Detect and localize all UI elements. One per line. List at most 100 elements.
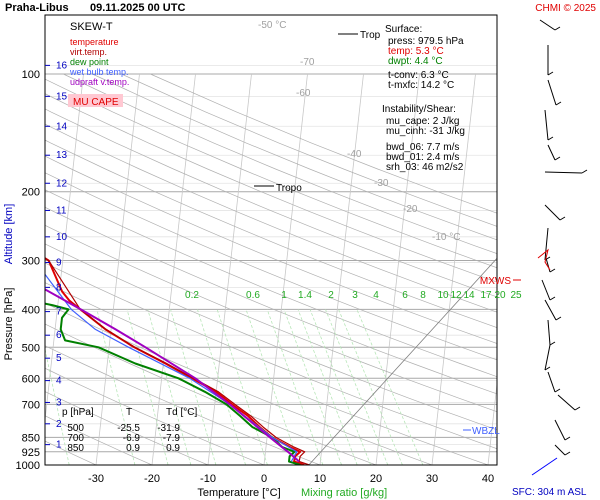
wind-barb-icon <box>554 419 566 441</box>
pressure-tick-label: 200 <box>22 187 40 199</box>
temperature-tick-label: -30 <box>88 473 104 485</box>
sfc-label: SFC: 304 m ASL <box>512 487 587 498</box>
wind-barb-feather <box>549 296 556 301</box>
instability-info-line: srh_03: 46 m2/s2 <box>386 162 464 173</box>
wind-barb-icon <box>544 171 583 174</box>
wind-barb-feather <box>559 216 566 221</box>
dry-adiabat-line <box>45 189 497 378</box>
pressure-tick-label: 300 <box>22 256 40 268</box>
isotherm-label: -70 <box>300 57 315 68</box>
legend-item-label: udpraft v.temp. <box>70 77 129 87</box>
wind-barb-feather <box>564 436 571 441</box>
surface-info-line: dwpt: 4.4 °C <box>388 56 443 67</box>
altitude-tick-label: 6 <box>56 330 62 341</box>
dry-adiabat-line <box>45 93 497 283</box>
wind-barb-feather <box>574 406 581 411</box>
dry-adiabat-line <box>45 78 497 269</box>
tropo-label: Tropo <box>276 183 302 194</box>
mixing-ratio-label: 17 <box>480 290 492 301</box>
altitude-tick-label: 14 <box>56 121 68 132</box>
pressure-tick-label: 700 <box>22 399 40 411</box>
isotherm-line <box>151 73 196 465</box>
datetime-title: 09.11.2025 00 UTC <box>90 2 185 14</box>
mixing-ratio-line <box>325 309 389 465</box>
altitude-tick-label: 16 <box>56 60 68 71</box>
temperature-tick-label: 0 <box>261 473 267 485</box>
wind-barb-icon <box>544 299 557 321</box>
wind-barb-icon <box>544 204 561 221</box>
mixing-ratio-label: 12 <box>450 290 462 301</box>
wind-barb-feather <box>554 156 561 161</box>
isotherm-line <box>263 73 308 465</box>
altitude-tick-label: 4 <box>56 376 62 387</box>
dry-adiabat-line <box>45 367 265 465</box>
surface-title: Surface: <box>385 24 422 35</box>
series-dew-point-line <box>45 302 301 465</box>
dry-adiabat-line <box>45 323 377 465</box>
isotherm-label: -40 <box>347 149 362 160</box>
altitude-tick-label: 15 <box>56 91 68 102</box>
credit: CHMI © 2025 <box>535 3 596 14</box>
mixing-ratio-label: 1.4 <box>298 290 312 301</box>
wind-barb-icon <box>541 279 551 301</box>
dry-adiabat-line <box>45 224 497 413</box>
wind-barb-icon <box>544 109 549 141</box>
series-udpraft-v-temp--line <box>45 288 300 463</box>
surface-info-line: t-mxfc: 14.2 °C <box>388 80 454 91</box>
mixing-ratio-line <box>245 309 300 465</box>
dry-adiabat-line <box>45 172 497 361</box>
grid-lines <box>45 64 497 465</box>
table-cell: 700 <box>67 433 84 444</box>
mixing-ratio-line <box>147 309 192 465</box>
wind-barb-icon <box>547 144 556 161</box>
instability-info-line: mu_cinh: -31 J/kg <box>386 126 465 137</box>
mu-cape-label: MU CAPE <box>73 97 119 108</box>
mxws-label: MXWS <box>480 276 511 287</box>
dry-adiabat-line <box>45 391 209 465</box>
wind-barbs <box>531 19 588 476</box>
legend-title: SKEW-T <box>70 21 113 33</box>
instability-info-line: bwd_06: 7.7 m/s <box>386 142 459 153</box>
mixing-ratio-line <box>197 309 246 465</box>
wind-barb-feather <box>581 169 588 174</box>
isotherm-label: -60 <box>296 88 311 99</box>
mixing-ratio-line <box>216 309 268 465</box>
table-cell: 0.9 <box>126 443 140 454</box>
dry-adiabat-line <box>45 302 433 465</box>
temperature-tick-label: 30 <box>426 473 438 485</box>
altitude-tick-label: 2 <box>56 419 62 430</box>
y-axis-label-altitude: Altitude [km] <box>3 204 15 265</box>
mixing-ratio-line <box>309 309 371 465</box>
isotherm-label: -10 °C <box>432 232 460 243</box>
altitude-tick-label: 3 <box>56 397 62 408</box>
instability-info-line: bwd_01: 2.4 m/s <box>386 152 459 163</box>
dry-adiabat-line <box>45 282 489 465</box>
temperature-tick-label: 40 <box>482 473 494 485</box>
table-header: T <box>126 407 132 418</box>
isotherm-label: -30 <box>374 178 389 189</box>
pressure-tick-label: 1000 <box>16 460 40 472</box>
wind-barb-surface-icon <box>531 457 558 476</box>
reference-line <box>308 258 497 465</box>
x-axis-label: Temperature [°C] <box>197 487 280 499</box>
dry-adiabat-line <box>45 345 321 465</box>
legend-item-label: wet bulb temp. <box>69 67 129 77</box>
wind-barb-icon <box>547 79 557 106</box>
table-cell: 500 <box>67 423 84 434</box>
wind-barb-feather <box>547 71 554 76</box>
mixing-ratio-label: 14 <box>463 290 475 301</box>
altitude-tick-label: 13 <box>56 150 68 161</box>
isotherm-line <box>431 73 476 465</box>
wind-barb-icon <box>539 19 556 31</box>
table-cell: -25.5 <box>117 423 140 434</box>
altitude-tick-label: 5 <box>56 353 62 364</box>
dry-adiabat-line <box>45 243 497 431</box>
isotherm-label: -50 °C <box>258 20 286 31</box>
wind-barb-feather <box>547 136 554 141</box>
series-wet-bulb-temp--line <box>45 273 298 462</box>
legend-item-label: virt.temp. <box>70 47 107 57</box>
wind-barb-feather <box>555 101 562 106</box>
dry-adiabat-line <box>45 139 497 328</box>
